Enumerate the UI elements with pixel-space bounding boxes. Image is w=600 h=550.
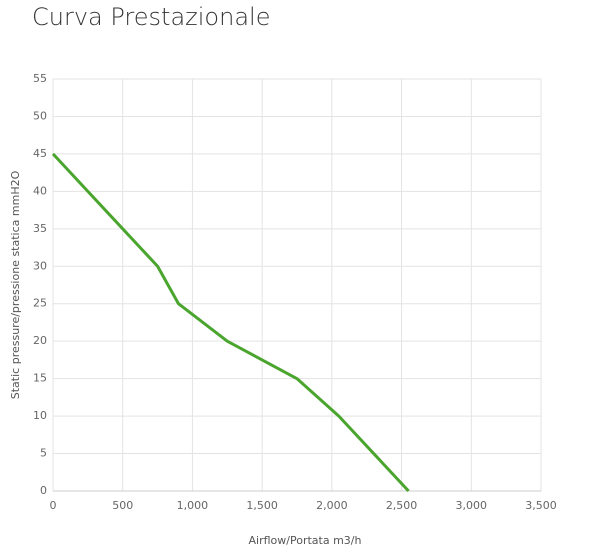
y-tick-label: 30 (33, 259, 47, 272)
x-tick-label: 2,500 (386, 499, 418, 512)
chart-title: Curva Prestazionale (32, 3, 270, 31)
y-tick-label: 45 (33, 147, 47, 160)
y-tick-label: 55 (33, 72, 47, 85)
x-tick-label: 1,500 (246, 499, 278, 512)
y-tick-label: 40 (33, 184, 47, 197)
data-line (51, 152, 410, 493)
y-tick-label: 25 (33, 297, 47, 310)
y-tick-label: 15 (33, 372, 47, 385)
x-axis-label: Airflow/Portata m3/h (249, 534, 362, 547)
x-tick-label: 0 (50, 499, 57, 512)
x-tick-label: 3,000 (456, 499, 488, 512)
x-tick-label: 2,000 (316, 499, 348, 512)
y-tick-label: 20 (33, 334, 47, 347)
x-tick-label: 1,000 (177, 499, 209, 512)
x-tick-label: 3,500 (525, 499, 557, 512)
y-tick-label: 5 (40, 447, 47, 460)
x-tick-label: 500 (112, 499, 133, 512)
y-tick-label: 10 (33, 409, 47, 422)
y-tick-label: 50 (33, 109, 47, 122)
y-axis-label: Static pressure/pressione statica mmH2O (9, 170, 22, 399)
y-tick-label: 0 (40, 484, 47, 497)
y-tick-label: 35 (33, 222, 47, 235)
